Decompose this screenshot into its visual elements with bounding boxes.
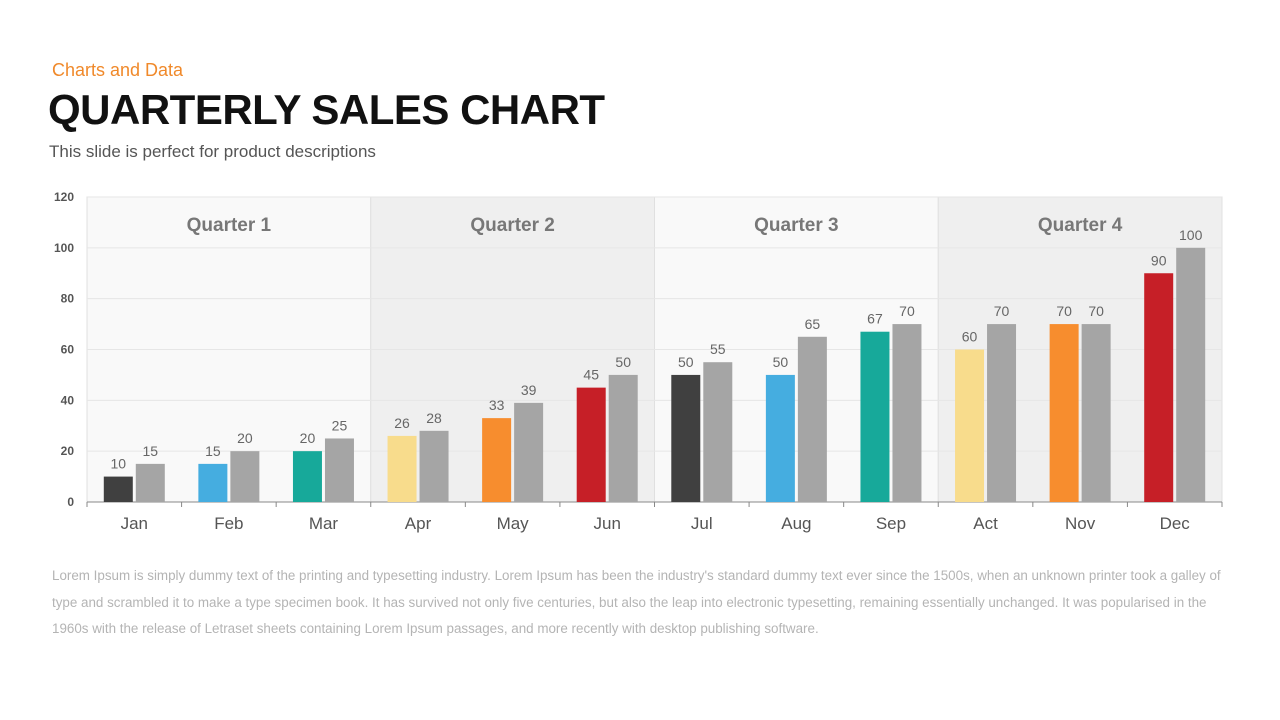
y-tick-label: 80 bbox=[61, 292, 75, 306]
x-tick-label: Sep bbox=[876, 514, 906, 533]
y-tick-label: 60 bbox=[61, 343, 75, 357]
bar-jan-series1 bbox=[103, 476, 133, 502]
data-label: 45 bbox=[583, 367, 599, 383]
x-tick-label: Jan bbox=[121, 514, 148, 533]
data-label: 50 bbox=[678, 354, 694, 370]
x-tick-label: Aug bbox=[781, 514, 811, 533]
y-tick-label: 120 bbox=[54, 190, 74, 204]
data-label: 60 bbox=[962, 329, 978, 345]
x-tick-label: Act bbox=[973, 514, 998, 533]
bar-sep-series1 bbox=[860, 331, 890, 502]
bar-feb-series2 bbox=[230, 451, 260, 502]
bar-dec-series2 bbox=[1176, 247, 1206, 502]
description-text: Lorem Ipsum is simply dummy text of the … bbox=[52, 568, 1221, 636]
bar-jul-series2 bbox=[703, 362, 733, 502]
data-label: 90 bbox=[1151, 252, 1167, 268]
data-label: 15 bbox=[205, 443, 221, 459]
data-label: 65 bbox=[805, 316, 821, 332]
data-label: 50 bbox=[615, 354, 631, 370]
data-label: 100 bbox=[1179, 227, 1203, 243]
bar-apr-series2 bbox=[419, 430, 449, 502]
data-label: 50 bbox=[773, 354, 789, 370]
bar-jun-series1 bbox=[576, 387, 606, 502]
x-tick-label: Mar bbox=[309, 514, 339, 533]
data-label: 26 bbox=[394, 415, 410, 431]
data-label: 67 bbox=[867, 311, 883, 327]
bar-sep-series2 bbox=[892, 324, 922, 502]
x-tick-label: Apr bbox=[405, 514, 432, 533]
quarter-label: Quarter 4 bbox=[1038, 215, 1123, 236]
data-label: 20 bbox=[237, 430, 253, 446]
x-tick-label: Jun bbox=[593, 514, 620, 533]
bar-aug-series1 bbox=[765, 374, 795, 502]
bar-jul-series1 bbox=[671, 374, 701, 502]
bar-feb-series1 bbox=[198, 463, 228, 502]
data-label: 70 bbox=[899, 303, 915, 319]
y-tick-label: 100 bbox=[54, 241, 74, 255]
x-tick-label: Nov bbox=[1065, 514, 1096, 533]
kicker: Charts and Data bbox=[52, 60, 184, 80]
bar-may-series1 bbox=[482, 418, 512, 502]
x-tick-label: Feb bbox=[214, 514, 243, 533]
data-label: 70 bbox=[1056, 303, 1072, 319]
y-tick-label: 20 bbox=[61, 444, 75, 458]
data-label: 33 bbox=[489, 397, 505, 413]
data-label: 70 bbox=[994, 303, 1010, 319]
page-subtitle: This slide is perfect for product descri… bbox=[49, 142, 376, 161]
y-tick-label: 0 bbox=[67, 495, 74, 509]
bar-nov-series1 bbox=[1049, 324, 1079, 502]
data-label: 10 bbox=[111, 456, 127, 472]
bar-jun-series2 bbox=[608, 374, 638, 502]
bar-apr-series1 bbox=[387, 435, 417, 502]
bar-may-series2 bbox=[514, 402, 544, 502]
data-label: 28 bbox=[426, 410, 442, 426]
page-title: QUARTERLY SALES CHART bbox=[48, 86, 605, 133]
x-tick-label: Dec bbox=[1160, 514, 1191, 533]
quarter-label: Quarter 3 bbox=[754, 215, 838, 236]
bar-aug-series2 bbox=[797, 336, 827, 502]
x-tick-label: May bbox=[497, 514, 530, 533]
quarterly-sales-chart: 0 20 40 60 80 100 120 Quarter 1 Quarter 2 Quarter… bbox=[54, 190, 1223, 533]
bar-act-series2 bbox=[987, 324, 1017, 502]
data-label: 39 bbox=[521, 382, 537, 398]
quarter-label: Quarter 2 bbox=[470, 215, 554, 236]
bar-act-series1 bbox=[955, 349, 985, 502]
bar-jan-series2 bbox=[135, 463, 165, 502]
data-label: 25 bbox=[332, 417, 348, 433]
data-label: 20 bbox=[300, 430, 316, 446]
bar-mar-series2 bbox=[324, 438, 354, 502]
bar-dec-series1 bbox=[1144, 273, 1174, 502]
data-label: 15 bbox=[143, 443, 159, 459]
quarter-label: Quarter 1 bbox=[187, 215, 272, 236]
data-label: 70 bbox=[1088, 303, 1104, 319]
data-label: 55 bbox=[710, 341, 726, 357]
y-tick-label: 40 bbox=[61, 393, 75, 407]
bar-mar-series1 bbox=[292, 451, 322, 502]
bar-nov-series2 bbox=[1081, 324, 1111, 502]
x-tick-label: Jul bbox=[691, 514, 713, 533]
